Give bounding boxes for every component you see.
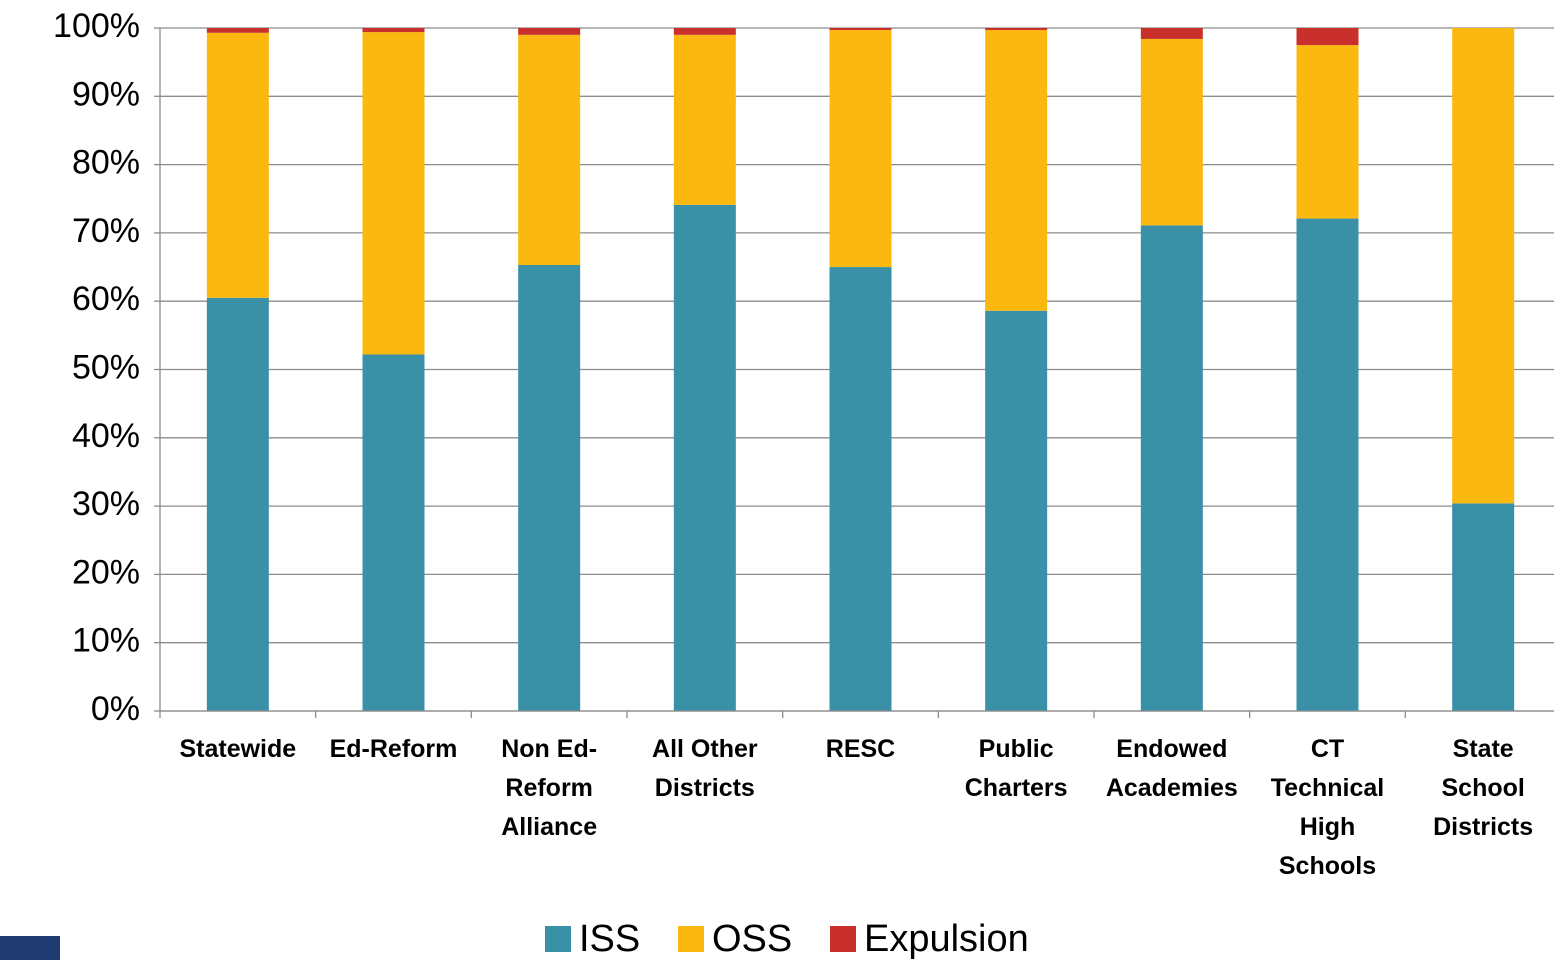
bar-segment <box>206 32 269 298</box>
y-tick-label: 10% <box>72 622 140 660</box>
y-tick-label: 30% <box>72 485 140 523</box>
y-tick-label: 50% <box>72 348 140 386</box>
x-tick-label: Statewide <box>179 735 297 763</box>
legend-swatch <box>678 926 704 952</box>
legend-swatch <box>830 926 856 952</box>
bar-segment <box>1296 218 1359 711</box>
bar-segment <box>362 28 425 33</box>
legend-label: ISS <box>579 918 640 960</box>
bar-segment <box>1452 503 1515 711</box>
legend-label: OSS <box>712 918 792 960</box>
bar-segment <box>985 28 1048 31</box>
bar-segment <box>829 267 892 711</box>
x-tick-label: CT Technical High Schools <box>1270 735 1385 880</box>
x-tick-label: Non Ed- Reform Alliance <box>501 735 598 841</box>
logo <box>0 936 60 960</box>
bar-segment <box>206 297 269 711</box>
bar-segment <box>829 28 892 31</box>
bar-segment <box>1140 38 1203 226</box>
y-tick-label: 70% <box>72 212 140 250</box>
y-tick-label: 100% <box>53 7 140 45</box>
bar-segment <box>1140 28 1203 39</box>
bar-segment <box>518 265 581 711</box>
bar-segment <box>1452 28 1515 504</box>
x-tick-label: State School Districts <box>1433 735 1534 841</box>
bar-segment <box>518 34 581 266</box>
y-tick-label: 90% <box>72 75 140 113</box>
x-tick-label: Ed-Reform <box>329 735 458 763</box>
y-tick-label: 60% <box>72 280 140 318</box>
bar-segment <box>518 28 581 35</box>
legend-label: Expulsion <box>864 918 1029 960</box>
x-tick-label: Endowed Academies <box>1105 735 1238 802</box>
legend-swatch <box>545 926 571 952</box>
bar-segment <box>206 28 269 33</box>
x-tick-label: Public Charters <box>964 735 1068 802</box>
y-tick-label: 40% <box>72 417 140 455</box>
bar-segment <box>829 30 892 268</box>
y-tick-label: 20% <box>72 553 140 591</box>
bar-segment <box>362 354 425 711</box>
bar-segment <box>362 32 425 355</box>
x-tick-label: RESC <box>825 735 896 763</box>
bar-segment <box>1140 225 1203 711</box>
bar-segment <box>1296 45 1359 219</box>
x-tick-label: All Other Districts <box>652 735 758 802</box>
y-tick-label: 80% <box>72 144 140 182</box>
bar-segment <box>1296 28 1359 46</box>
bar-segment <box>673 34 736 205</box>
bar-segment <box>985 310 1048 711</box>
y-tick-label: 0% <box>91 690 140 728</box>
bar-segment <box>673 204 736 711</box>
bar-segment <box>985 30 1048 311</box>
bar-segment <box>673 28 736 35</box>
